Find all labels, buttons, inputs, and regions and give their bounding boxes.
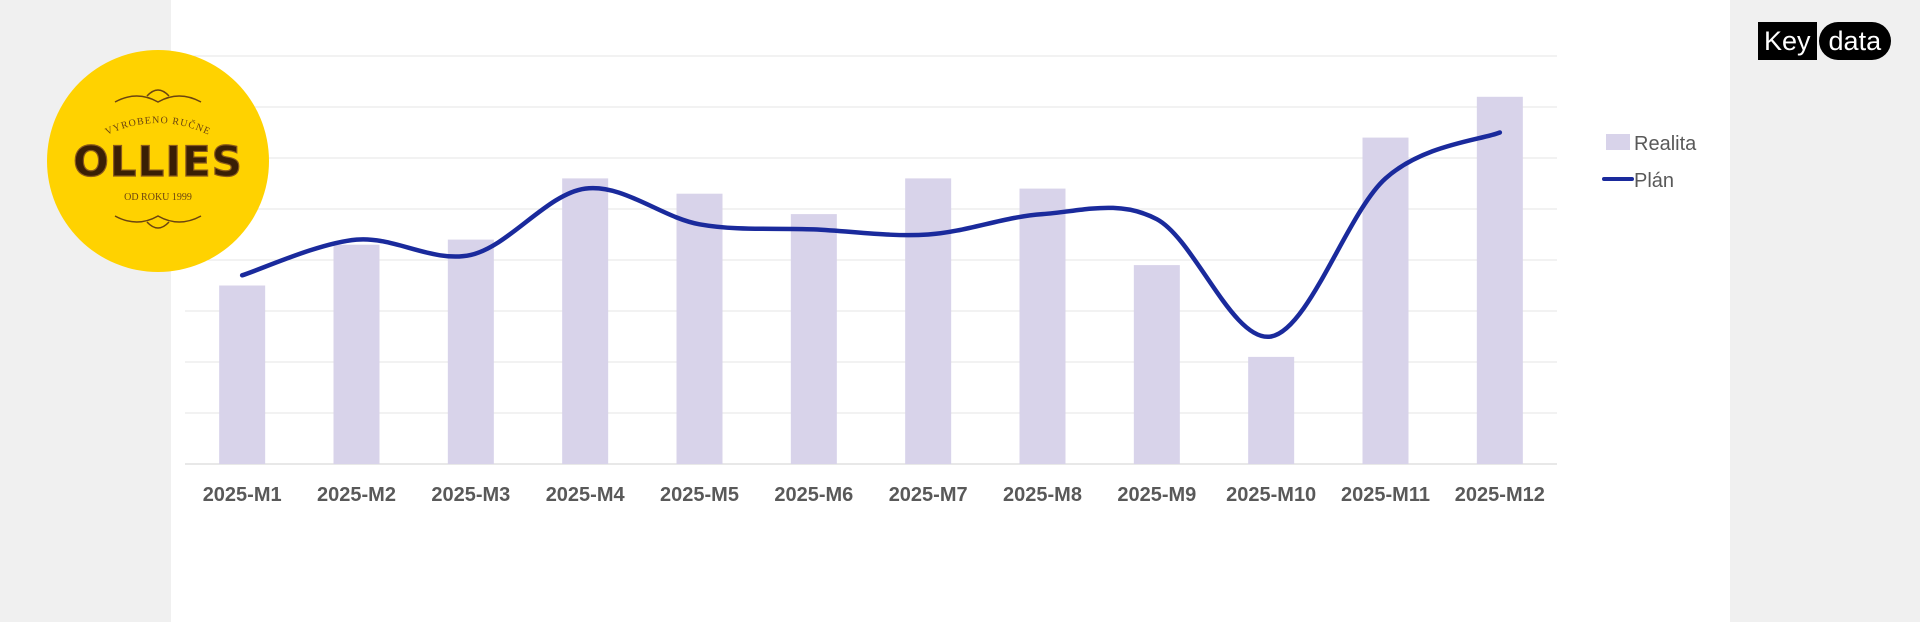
ollies-logo-art: VYROBENO RUČNE OLLIES OD ROKU 1999 bbox=[73, 89, 243, 229]
legend: Realita Plán bbox=[1602, 133, 1697, 192]
legend-label-realita: Realita bbox=[1634, 133, 1697, 155]
plan-line-layer bbox=[239, 130, 1503, 339]
keydata-watermark: Key data bbox=[1758, 22, 1892, 60]
x-tick-label: 2025-M11 bbox=[1341, 484, 1430, 506]
bar-realita-2025-M7 bbox=[905, 178, 952, 464]
bar-realita-2025-M5 bbox=[676, 193, 723, 464]
legend-label-plan: Plán bbox=[1634, 170, 1674, 192]
x-tick-label: 2025-M8 bbox=[1003, 484, 1082, 506]
logo-top-text: VYROBENO RUČNE bbox=[104, 115, 212, 138]
svg-text:VYROBENO RUČNE: VYROBENO RUČNE bbox=[104, 115, 213, 138]
realita-bars bbox=[219, 96, 1523, 465]
bar-realita-2025-M3 bbox=[447, 239, 494, 464]
bar-realita-2025-M8 bbox=[1019, 188, 1066, 464]
bar-realita-2025-M12 bbox=[1476, 96, 1523, 465]
ollies-logo: VYROBENO RUČNE OLLIES OD ROKU 1999 bbox=[47, 50, 269, 272]
watermark-key: Key bbox=[1758, 22, 1817, 60]
x-tick-label: 2025-M10 bbox=[1226, 484, 1316, 506]
x-tick-label: 2025-M12 bbox=[1455, 484, 1545, 506]
x-tick-label: 2025-M2 bbox=[317, 484, 396, 506]
bar-realita-2025-M4 bbox=[562, 178, 609, 464]
logo-bottom-text: OD ROKU 1999 bbox=[124, 192, 192, 203]
bar-realita-2025-M10 bbox=[1248, 356, 1295, 464]
bar-realita-2025-M11 bbox=[1362, 137, 1409, 464]
x-tick-label: 2025-M5 bbox=[660, 484, 739, 506]
watermark-data: data bbox=[1818, 22, 1892, 60]
bar-realita-2025-M2 bbox=[333, 244, 380, 464]
x-tick-label: 2025-M6 bbox=[774, 484, 853, 506]
x-tick-label: 2025-M3 bbox=[431, 484, 510, 506]
x-tick-label: 2025-M9 bbox=[1117, 484, 1196, 506]
x-tick-label: 2025-M7 bbox=[889, 484, 968, 506]
legend-swatch-realita bbox=[1606, 134, 1630, 150]
x-axis-ticks: 2025-M1 2025-M2 2025-M3 2025-M4 2025-M5 2025-… bbox=[203, 484, 1545, 506]
logo-wordmark: OLLIES bbox=[73, 137, 243, 186]
bar-realita-2025-M9 bbox=[1133, 265, 1180, 464]
bar-realita-2025-M1 bbox=[219, 285, 266, 464]
x-tick-label: 2025-M4 bbox=[546, 484, 626, 506]
plan-line bbox=[239, 130, 1503, 339]
bar-realita-2025-M6 bbox=[790, 214, 837, 464]
x-tick-label: 2025-M1 bbox=[203, 484, 282, 506]
gridlines bbox=[185, 55, 1557, 465]
